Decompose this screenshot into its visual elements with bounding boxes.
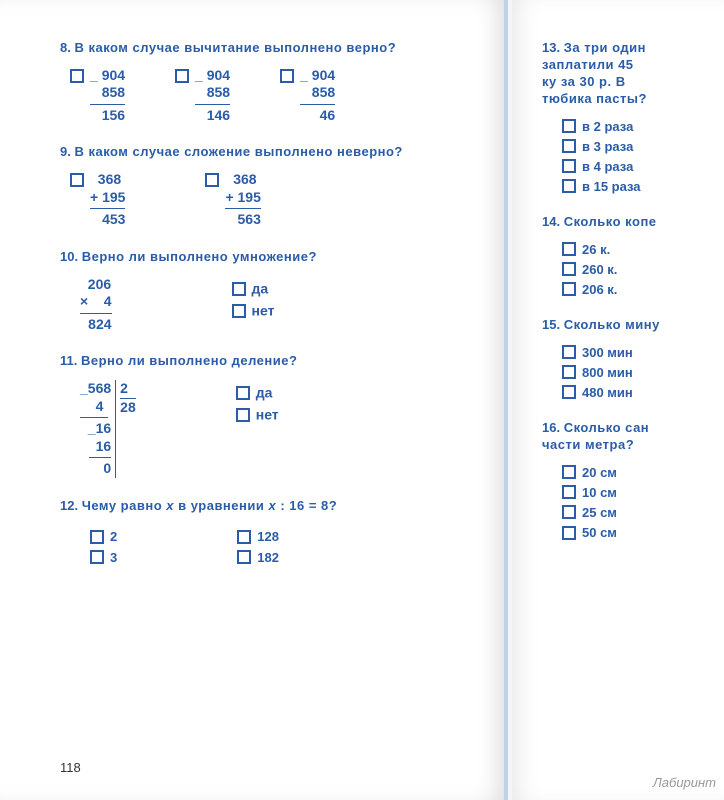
- checkbox-icon[interactable]: [90, 530, 104, 544]
- q13-opt-2: в 3 раза: [562, 138, 724, 154]
- q12-opt-1: 2: [90, 528, 117, 544]
- q11-calc: _568 4 _16 16 0 2 28: [80, 380, 136, 478]
- q10-calc: 206 × 4 824: [80, 276, 112, 334]
- q15-text: Сколько мину: [564, 317, 660, 332]
- q10-num: 10.: [60, 249, 78, 264]
- question-11: 11. Верно ли выполнено деление? _568 4 _…: [60, 353, 484, 477]
- q16-opt-4: 50 см: [562, 524, 724, 540]
- question-16: 16. Сколько сан части метра? 20 см 10 см…: [542, 420, 724, 540]
- question-14: 14. Сколько копе 26 к. 260 к. 206 к.: [542, 214, 724, 297]
- q11-no: нет: [236, 406, 279, 424]
- q10-text: Верно ли выполнено умножение?: [82, 249, 317, 264]
- q10-no: нет: [232, 302, 275, 320]
- page-number: 118: [60, 760, 81, 775]
- q8-num: 8.: [60, 40, 71, 55]
- q14-num: 14.: [542, 214, 560, 229]
- q15-opt-2: 800 мин: [562, 364, 724, 380]
- q16-opt-1: 20 см: [562, 464, 724, 480]
- q13-opt-1: в 2 раза: [562, 118, 724, 134]
- q15-opt-3: 480 мин: [562, 384, 724, 400]
- q14-opt-2: 260 к.: [562, 261, 724, 277]
- q13-num: 13.: [542, 40, 560, 55]
- question-10: 10. Верно ли выполнено умножение? 206 × …: [60, 249, 484, 333]
- q12-opt-2: 3: [90, 549, 117, 565]
- checkbox-icon[interactable]: [562, 179, 576, 193]
- q15-opt-1: 300 мин: [562, 344, 724, 360]
- checkbox-icon[interactable]: [232, 304, 246, 318]
- q16-opt-3: 25 см: [562, 504, 724, 520]
- checkbox-icon[interactable]: [562, 465, 576, 479]
- q8-opt-1: _ 904 858 156: [70, 67, 125, 125]
- left-page: 8. В каком случае вычитание выполнено ве…: [0, 0, 508, 800]
- q8-opt-3: _ 904 858 46: [280, 67, 335, 125]
- q8-text: В каком случае вычитание выполнено верно…: [74, 40, 396, 55]
- right-page: 13. За три один заплатили 45 ку за 30 р.…: [512, 0, 724, 800]
- checkbox-icon[interactable]: [562, 365, 576, 379]
- q13-opt-3: в 4 раза: [562, 158, 724, 174]
- checkbox-icon[interactable]: [175, 69, 189, 83]
- checkbox-icon[interactable]: [236, 408, 250, 422]
- q12-opt-4: 182: [237, 549, 279, 565]
- checkbox-icon[interactable]: [562, 282, 576, 296]
- checkbox-icon[interactable]: [562, 485, 576, 499]
- q9-num: 9.: [60, 144, 71, 159]
- checkbox-icon[interactable]: [236, 386, 250, 400]
- checkbox-icon[interactable]: [562, 385, 576, 399]
- q9-opt-2: 368 + 195 563: [205, 171, 260, 229]
- checkbox-icon[interactable]: [237, 530, 251, 544]
- checkbox-icon[interactable]: [562, 262, 576, 276]
- q15-num: 15.: [542, 317, 560, 332]
- q9-text: В каком случае сложение выполнено неверн…: [74, 144, 402, 159]
- q11-text: Верно ли выполнено деление?: [81, 353, 297, 368]
- q13-opt-4: в 15 раза: [562, 178, 724, 194]
- q11-num: 11.: [60, 353, 77, 368]
- question-8: 8. В каком случае вычитание выполнено ве…: [60, 40, 484, 124]
- checkbox-icon[interactable]: [280, 69, 294, 83]
- q10-yes: да: [232, 280, 275, 298]
- question-9: 9. В каком случае сложение выполнено нев…: [60, 144, 484, 228]
- checkbox-icon[interactable]: [562, 159, 576, 173]
- checkbox-icon[interactable]: [90, 550, 104, 564]
- q12-opt-3: 128: [237, 528, 279, 544]
- q16-opt-2: 10 см: [562, 484, 724, 500]
- checkbox-icon[interactable]: [232, 282, 246, 296]
- checkbox-icon[interactable]: [205, 173, 219, 187]
- checkbox-icon[interactable]: [562, 526, 576, 540]
- q14-text: Сколько копе: [564, 214, 657, 229]
- question-13: 13. За три один заплатили 45 ку за 30 р.…: [542, 40, 724, 194]
- question-15: 15. Сколько мину 300 мин 800 мин 480 мин: [542, 317, 724, 400]
- q12-text: Чему равно x в уравнении x : 16 = 8?: [82, 498, 338, 513]
- q16-num: 16.: [542, 420, 560, 435]
- checkbox-icon[interactable]: [562, 345, 576, 359]
- checkbox-icon[interactable]: [562, 139, 576, 153]
- q14-opt-1: 26 к.: [562, 241, 724, 257]
- q9-opt-1: 368 + 195 453: [70, 171, 125, 229]
- checkbox-icon[interactable]: [562, 505, 576, 519]
- question-12: 12. Чему равно x в уравнении x : 16 = 8?…: [60, 498, 484, 569]
- q14-opt-3: 206 к.: [562, 281, 724, 297]
- checkbox-icon[interactable]: [562, 242, 576, 256]
- q8-opt-2: _ 904 858 146: [175, 67, 230, 125]
- checkbox-icon[interactable]: [70, 173, 84, 187]
- checkbox-icon[interactable]: [562, 119, 576, 133]
- checkbox-icon[interactable]: [237, 550, 251, 564]
- q12-num: 12.: [60, 498, 78, 513]
- q11-yes: да: [236, 384, 279, 402]
- checkbox-icon[interactable]: [70, 69, 84, 83]
- watermark: Лабиринт: [653, 775, 716, 790]
